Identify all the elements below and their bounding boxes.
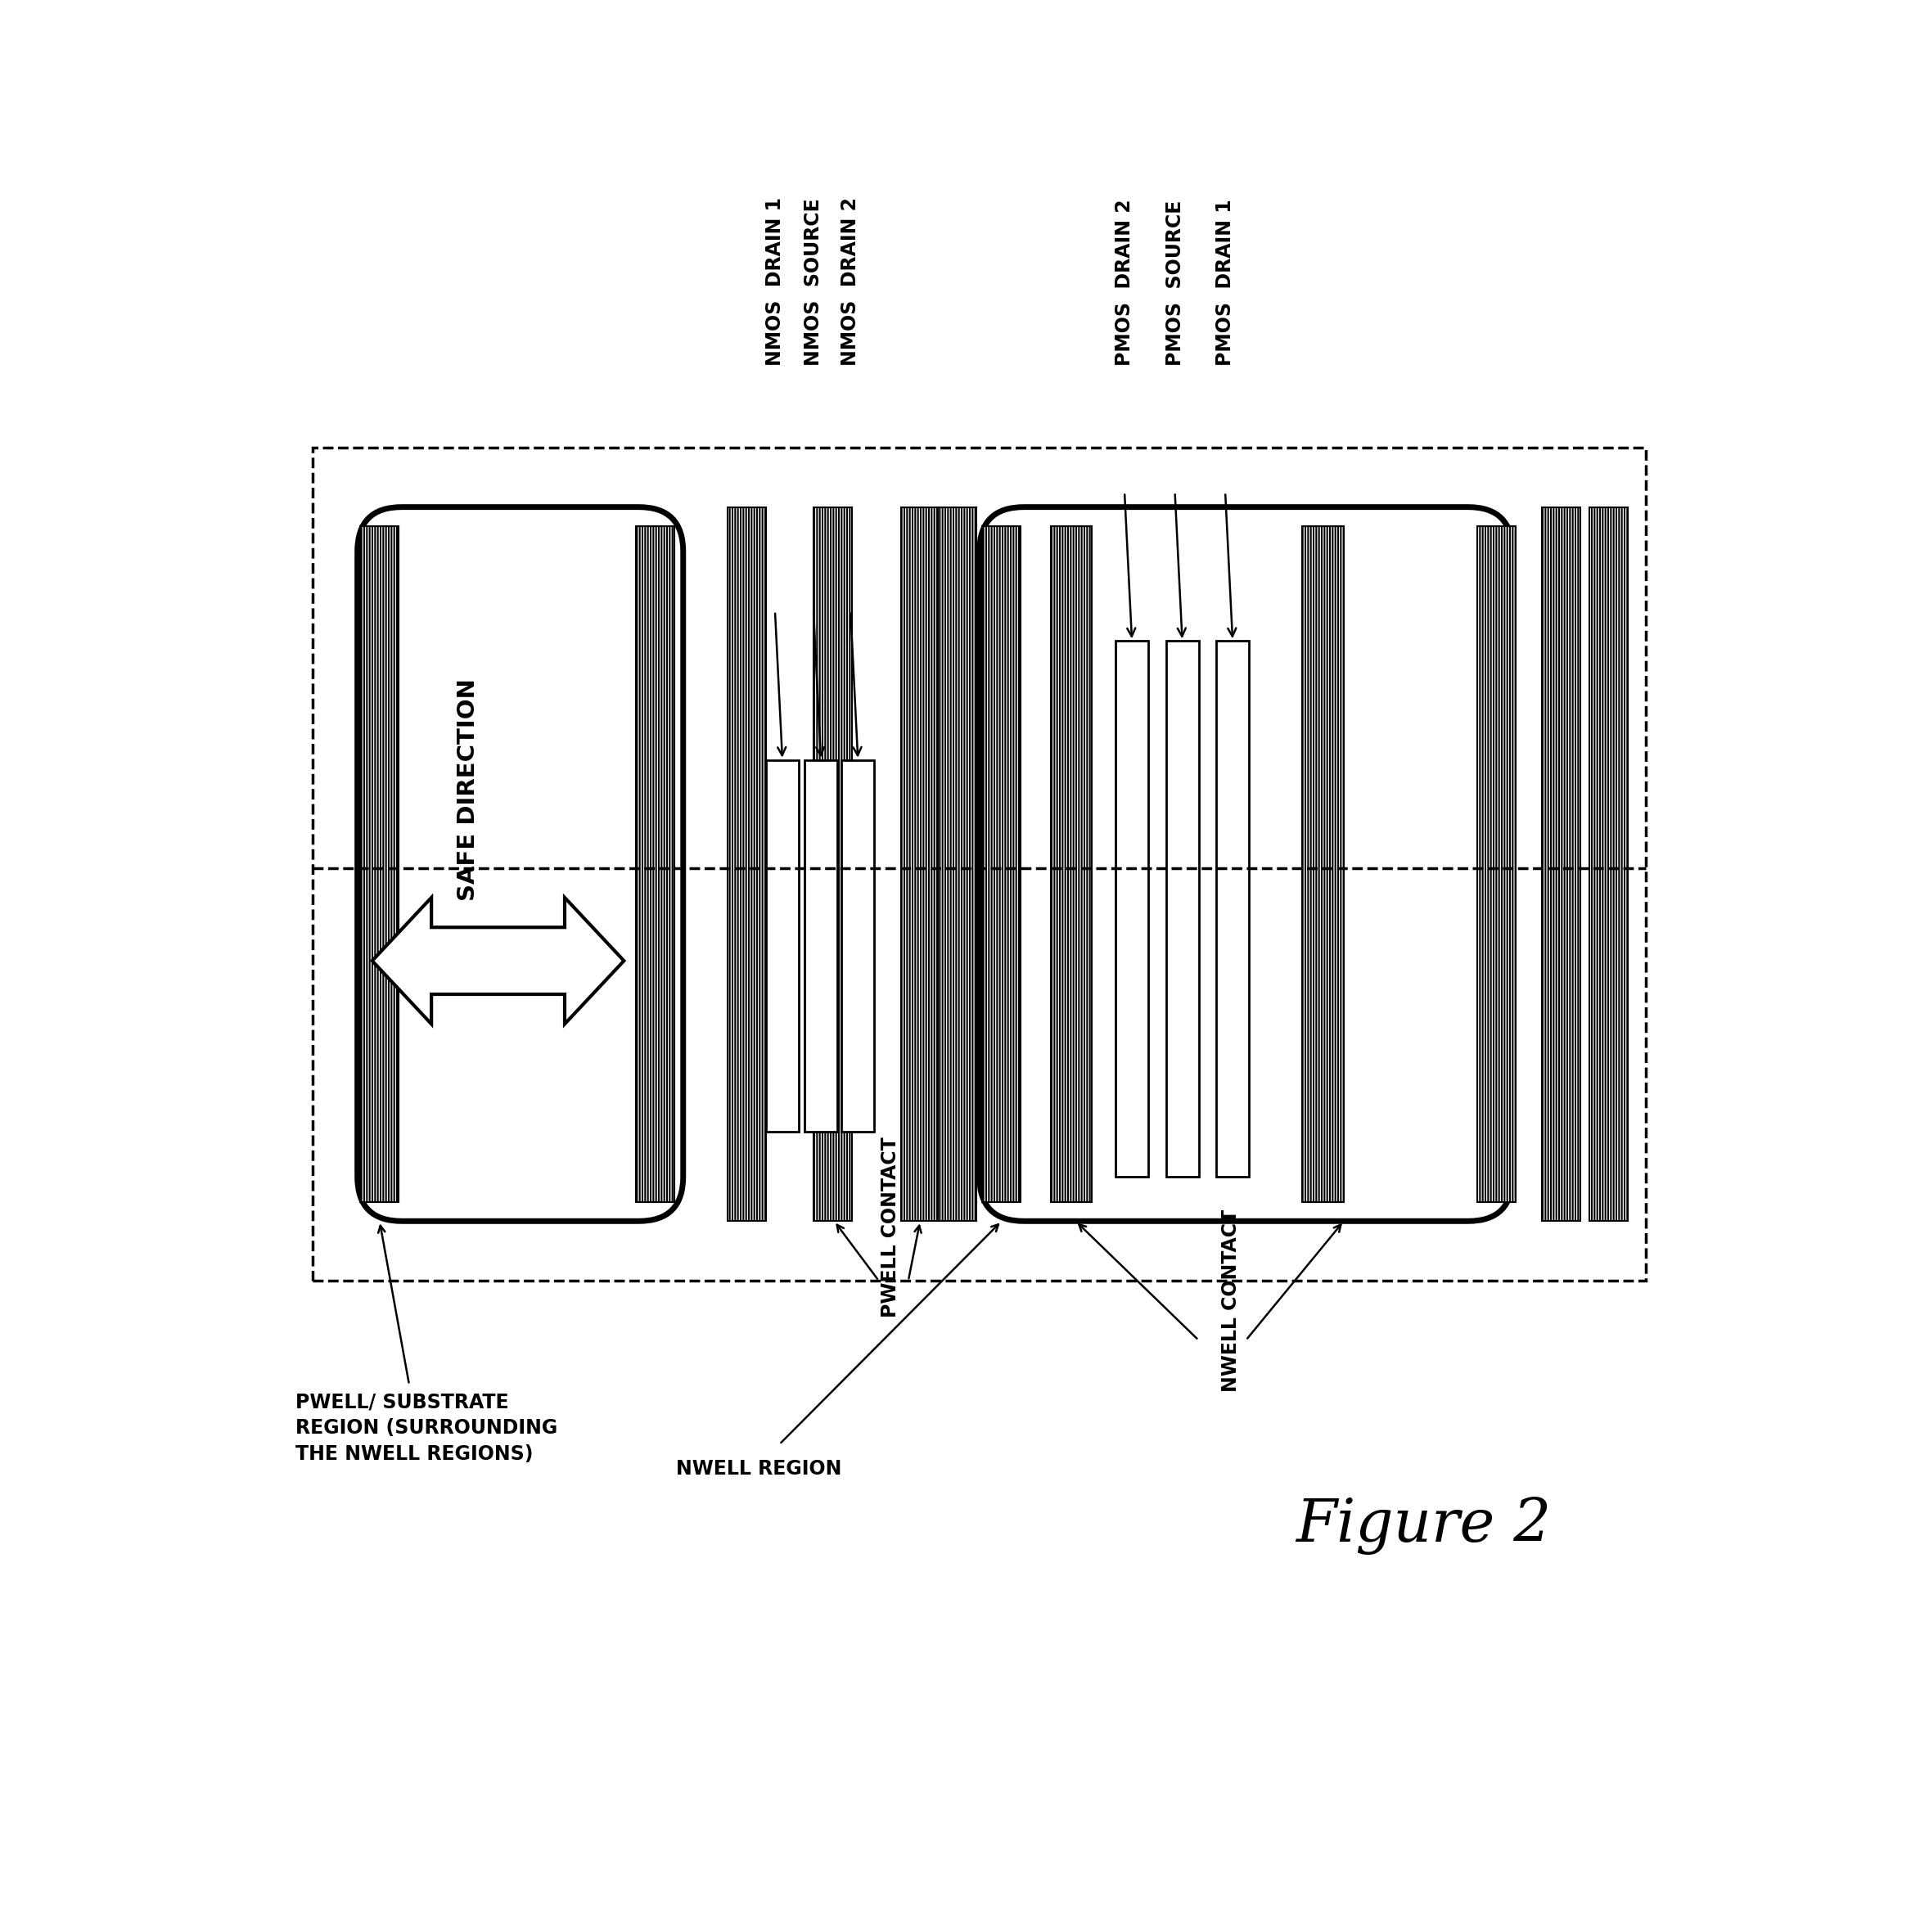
Bar	[1301, 526, 1343, 1202]
Text: Figure 2: Figure 2	[1296, 1497, 1552, 1555]
Bar	[361, 526, 399, 1202]
Text: PMOS  DRAIN 1: PMOS DRAIN 1	[1215, 199, 1235, 365]
FancyBboxPatch shape	[357, 506, 682, 1221]
Bar	[636, 526, 675, 1202]
Text: NMOS  SOURCE: NMOS SOURCE	[805, 199, 824, 365]
Bar	[805, 759, 837, 1132]
Text: NWELL CONTACT: NWELL CONTACT	[1221, 1209, 1240, 1393]
Bar	[313, 448, 1645, 1281]
Bar	[728, 506, 766, 1221]
Bar	[766, 759, 799, 1132]
Text: PMOS  SOURCE: PMOS SOURCE	[1166, 201, 1185, 365]
Bar	[1542, 506, 1580, 1221]
Bar	[1590, 506, 1628, 1221]
Text: NMOS  DRAIN 2: NMOS DRAIN 2	[841, 197, 860, 365]
Bar	[1116, 641, 1149, 1177]
Text: PWELL/ SUBSTRATE
REGION (SURROUNDING
THE NWELL REGIONS): PWELL/ SUBSTRATE REGION (SURROUNDING THE…	[294, 1393, 558, 1464]
Text: PMOS  DRAIN 2: PMOS DRAIN 2	[1114, 199, 1135, 365]
Bar	[900, 506, 940, 1221]
Bar	[982, 526, 1020, 1202]
Bar	[841, 759, 873, 1132]
Bar	[938, 506, 977, 1221]
Bar	[1166, 641, 1198, 1177]
FancyBboxPatch shape	[978, 506, 1514, 1221]
Text: NWELL REGION: NWELL REGION	[676, 1459, 841, 1478]
Polygon shape	[373, 898, 623, 1024]
Text: NMOS  DRAIN 1: NMOS DRAIN 1	[764, 197, 785, 365]
Bar	[1051, 526, 1091, 1202]
Text: PWELL CONTACT: PWELL CONTACT	[881, 1138, 900, 1318]
Bar	[814, 506, 852, 1221]
Text: SAFE DIRECTION: SAFE DIRECTION	[457, 678, 480, 900]
Bar	[1215, 641, 1250, 1177]
Bar	[1477, 526, 1515, 1202]
